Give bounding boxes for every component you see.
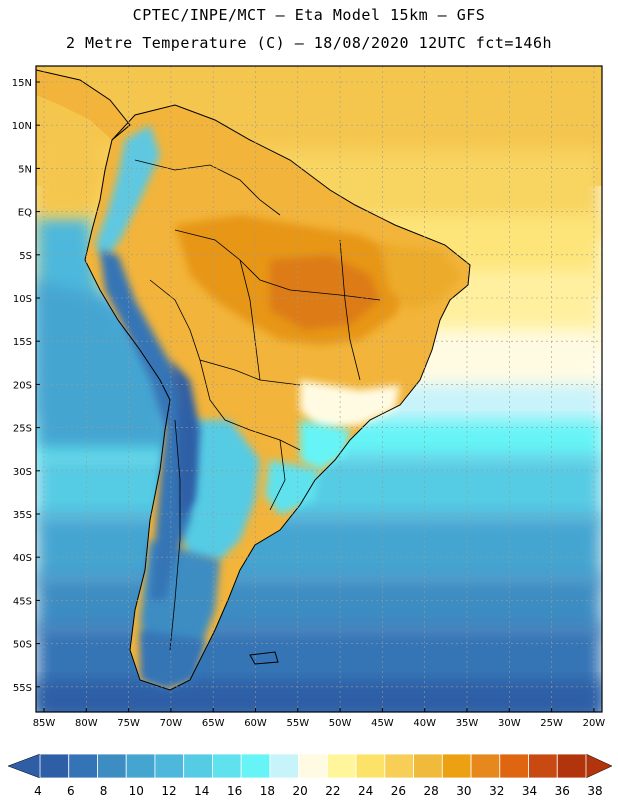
longitude-label: 20W xyxy=(583,718,606,729)
longitude-labels: 85W 80W 75W 70W 65W 60W 55W 50W 45W 40W 35W 30W 25W 2… xyxy=(33,708,606,729)
latitude-label: 15S xyxy=(13,337,32,348)
colorbar-arrow-high xyxy=(585,753,613,779)
colorbar-swatch xyxy=(212,753,242,779)
colorbar-swatch xyxy=(470,753,501,779)
colorbar-label: 38 xyxy=(587,784,602,798)
colorbar-swatch xyxy=(499,753,529,779)
longitude-label: 60W xyxy=(244,718,267,729)
longitude-label: 25W xyxy=(540,718,563,729)
longitude-label: 75W xyxy=(117,718,140,729)
colorbar-label: 4 xyxy=(34,784,42,798)
map-subtitle: 2 Metre Temperature (C) – 18/08/2020 12U… xyxy=(65,34,553,52)
colorbar-label: 22 xyxy=(325,784,340,798)
latitude-label: 25S xyxy=(13,424,32,435)
colorbar-swatch xyxy=(298,753,328,779)
colorbar-swatch xyxy=(528,753,558,779)
colorbar-swatch xyxy=(97,753,127,779)
latitude-label: 40S xyxy=(13,553,32,564)
latitude-label: 55S xyxy=(13,683,32,694)
latitude-label: 30S xyxy=(13,467,32,478)
colorbar-swatch xyxy=(384,753,414,779)
longitude-label: 50W xyxy=(329,718,352,729)
latitude-label: 45S xyxy=(13,596,32,607)
latitude-label: 10N xyxy=(12,121,32,132)
colorbar-swatch xyxy=(355,753,386,779)
latitude-labels: 15N 10N 5N EQ 5S 10S 15S 20S 25S 30S 35S 40S 45S 50S 5… xyxy=(12,78,40,694)
longitude-label: 80W xyxy=(75,718,98,729)
colorbar-swatch xyxy=(326,753,357,779)
colorbar-label: 36 xyxy=(555,784,570,798)
longitude-label: 70W xyxy=(160,718,183,729)
longitude-label: 35W xyxy=(456,718,479,729)
latitude-label: 5S xyxy=(19,251,32,262)
longitude-label: 30W xyxy=(498,718,521,729)
colorbar-swatch xyxy=(154,753,185,779)
colorbar-label: 14 xyxy=(194,784,209,798)
longitude-label: 40W xyxy=(413,718,436,729)
colorbar-swatch xyxy=(441,753,472,779)
latitude-label: 5N xyxy=(18,164,32,175)
colorbar-label: 16 xyxy=(227,784,242,798)
colorbar-label: 20 xyxy=(292,784,307,798)
colorbar-label: 30 xyxy=(456,784,471,798)
colorbar-swatch xyxy=(240,753,271,779)
longitude-label: 85W xyxy=(33,718,56,729)
longitude-label: 45W xyxy=(371,718,394,729)
colorbar-swatch xyxy=(68,753,98,779)
colorbar-label: 26 xyxy=(391,784,406,798)
colorbar-label: 8 xyxy=(100,784,108,798)
colorbar-swatch xyxy=(413,753,443,779)
latitude-label: 35S xyxy=(13,510,32,521)
colorbar-swatch xyxy=(39,753,70,779)
colorbar-label: 18 xyxy=(260,784,275,798)
colorbar-label: 32 xyxy=(489,784,504,798)
colorbar-label: 12 xyxy=(161,784,176,798)
colorbar-label: 28 xyxy=(424,784,439,798)
map-title: CPTEC/INPE/MCT – Eta Model 15km – GFS xyxy=(132,6,486,24)
colorbar-label: 6 xyxy=(67,784,75,798)
latitude-label: 15N xyxy=(12,78,32,89)
colorbar-swatch xyxy=(556,753,587,779)
coastlines xyxy=(36,69,471,691)
colorbar-swatch xyxy=(125,753,156,779)
temperature-field xyxy=(36,66,602,712)
longitude-label: 55W xyxy=(286,718,309,729)
colorbar-label: 10 xyxy=(129,784,144,798)
latitude-label: EQ xyxy=(18,208,32,219)
longitude-label: 65W xyxy=(202,718,225,729)
colorbar-swatch xyxy=(183,753,213,779)
colorbar-label: 24 xyxy=(358,784,373,798)
map-frame xyxy=(35,65,603,713)
colorbar-arrow-low xyxy=(7,753,41,779)
gridlines xyxy=(36,66,602,712)
latitude-label: 10S xyxy=(13,294,32,305)
latitude-label: 20S xyxy=(13,380,32,391)
latitude-label: 50S xyxy=(13,640,32,651)
colorbar: 4 6 8 10 12 14 16 18 20 22 24 26 28 30 32 34 36 38 xyxy=(7,753,613,798)
colorbar-swatch xyxy=(269,753,300,779)
colorbar-label: 34 xyxy=(522,784,537,798)
